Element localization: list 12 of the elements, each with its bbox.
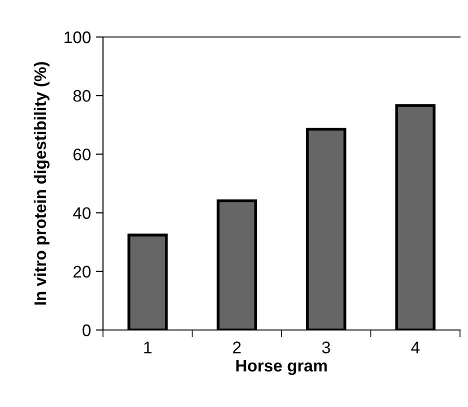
y-tick-label: 80 bbox=[73, 90, 91, 102]
x-axis-title: Horse gram bbox=[236, 360, 327, 375]
x-tick-label: 4 bbox=[411, 342, 420, 354]
x-tick-label: 2 bbox=[233, 342, 241, 354]
y-tick-label: 20 bbox=[73, 266, 91, 278]
y-axis-title: In vitro protein digestibility (%) bbox=[34, 62, 50, 305]
y-tick-label: 0 bbox=[82, 324, 91, 336]
y-tick-label: 40 bbox=[73, 207, 91, 220]
y-tick-label: 60 bbox=[74, 148, 91, 160]
x-tick-label: 3 bbox=[322, 342, 330, 354]
x-tick-label: 1 bbox=[144, 342, 152, 354]
y-tick-label: 100 bbox=[64, 31, 91, 44]
